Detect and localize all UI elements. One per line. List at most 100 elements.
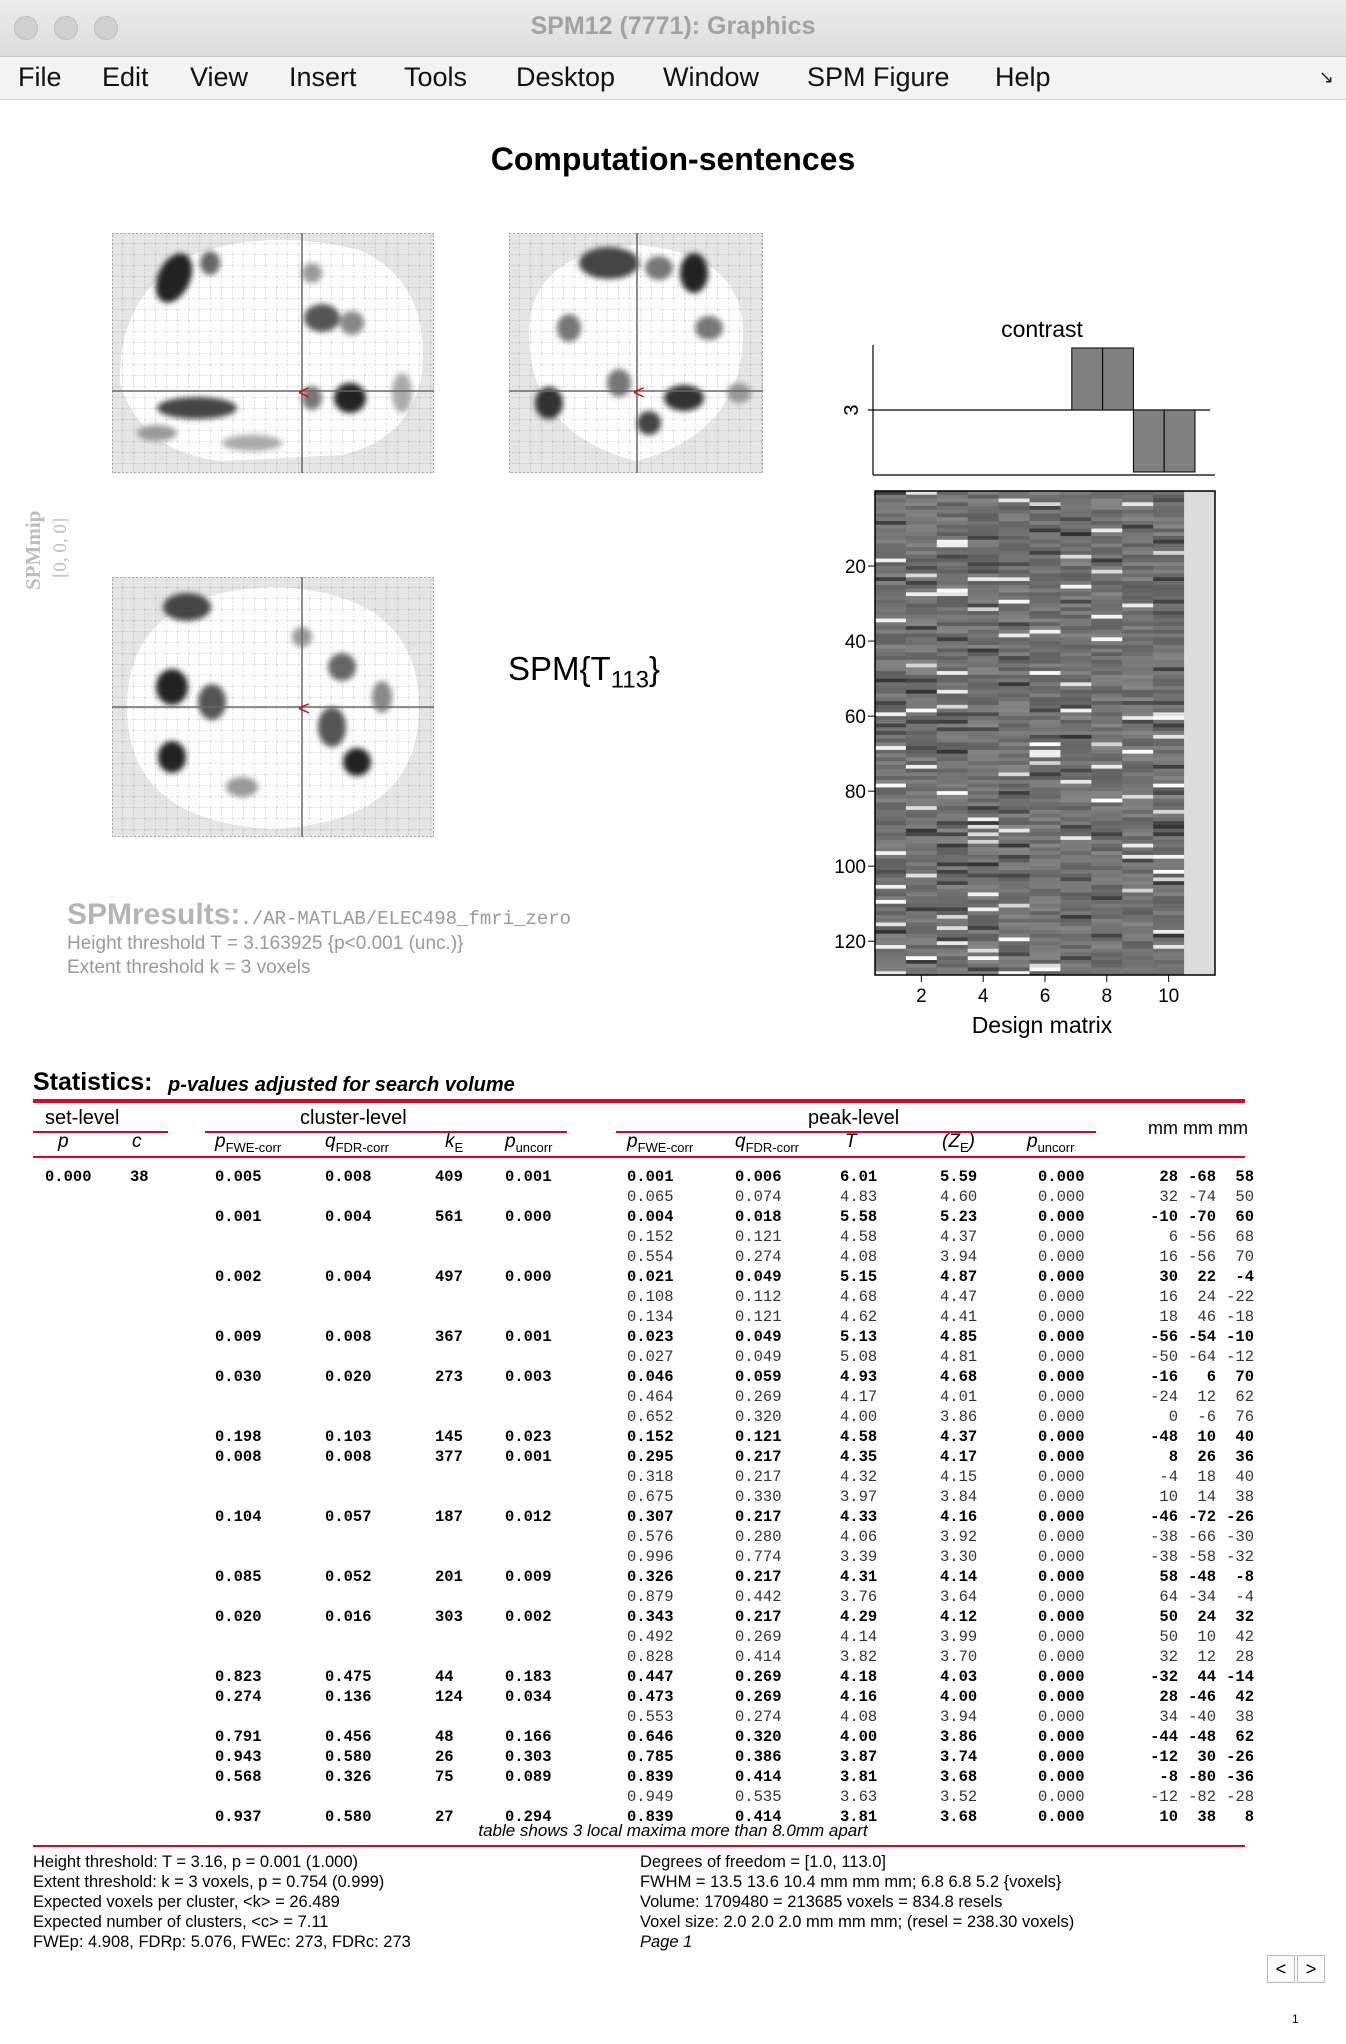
table-cell: -48	[1188, 1728, 1216, 1746]
table-cell: 0.008	[215, 1448, 262, 1466]
table-row[interactable]: 0.576 0.280 4.06 3.92 0.000 -38 -66 -30	[0, 1528, 1346, 1548]
table-cell: 0.269	[735, 1688, 782, 1706]
table-cell: 0.046	[627, 1368, 674, 1386]
table-row[interactable]: 0.000 38 0.005 0.008 409 0.001 0.001 0.006 6.01 5…	[0, 1168, 1346, 1188]
table-cell: 3.39	[840, 1548, 878, 1566]
results-path: ./AR-MATLAB/ELEC498_fmri_zero	[240, 908, 572, 930]
prev-page-button[interactable]: <	[1267, 1955, 1295, 1983]
table-cell: 0.000	[1038, 1628, 1085, 1646]
table-cell: 0.000	[1038, 1168, 1085, 1186]
table-cell: 303	[435, 1608, 463, 1626]
contrast-chart[interactable]: contrast 3	[830, 310, 1230, 480]
table-row[interactable]: 0.002 0.004 497 0.000 0.021 0.049 5.15 4.87 0.00…	[0, 1268, 1346, 1288]
table-cell: 124	[435, 1688, 463, 1706]
table-row[interactable]: 0.108 0.112 4.68 4.47 0.000 16 24 -22	[0, 1288, 1346, 1308]
table-row[interactable]: 0.001 0.004 561 0.000 0.004 0.018 5.58 5.23 0.00…	[0, 1208, 1346, 1228]
header-cl-fwe: pFWE-corr	[215, 1131, 282, 1155]
menu-help[interactable]: Help	[995, 62, 1051, 92]
table-row[interactable]: 0.198 0.103 145 0.023 0.152 0.121 4.58 4.37 0.00…	[0, 1428, 1346, 1448]
table-row[interactable]: 0.134 0.121 4.62 4.41 0.000 18 46 -18	[0, 1308, 1346, 1328]
dock-arrow-icon[interactable]: ↘	[1318, 67, 1334, 87]
table-row[interactable]: 0.492 0.269 4.14 3.99 0.000 50 10 42	[0, 1628, 1346, 1648]
table-cell: 0.280	[735, 1528, 782, 1546]
table-cell: 4.60	[940, 1188, 978, 1206]
menu-tools[interactable]: Tools	[404, 62, 468, 92]
table-cell: 0.000	[1038, 1708, 1085, 1726]
table-row[interactable]: 0.943 0.580 26 0.303 0.785 0.386 3.87 3.74 0.000…	[0, 1748, 1346, 1768]
table-cell: 0.000	[1038, 1608, 1085, 1626]
design-x-tick: 4	[978, 986, 989, 1007]
table-cell: 0.121	[735, 1228, 782, 1246]
table-cell: 0.000	[1038, 1308, 1085, 1326]
close-window-button[interactable]	[14, 16, 38, 40]
table-cell: 0.008	[325, 1168, 372, 1186]
table-cell: 0.269	[735, 1628, 782, 1646]
next-page-button[interactable]: >	[1297, 1955, 1325, 1983]
table-cell: 0.274	[215, 1688, 262, 1706]
table-row[interactable]: 0.008 0.008 377 0.001 0.295 0.217 4.35 4.17 0.00…	[0, 1448, 1346, 1468]
table-row[interactable]: 0.652 0.320 4.00 3.86 0.000 0 -6 76	[0, 1408, 1346, 1428]
glass-brain-axial[interactable]: <	[112, 577, 434, 837]
menu-insert[interactable]: Insert	[289, 62, 357, 92]
table-cell: 3.30	[940, 1548, 978, 1566]
table-row[interactable]: 0.027 0.049 5.08 4.81 0.000 -50 -64 -12	[0, 1348, 1346, 1368]
header-cl-unc: puncorr	[505, 1131, 553, 1155]
table-row[interactable]: 0.152 0.121 4.58 4.37 0.000 6 -56 68	[0, 1228, 1346, 1248]
menu-window[interactable]: Window	[663, 62, 760, 92]
design-matrix[interactable]: 20 40 60 80 100 120 2 4 6 8 10 Design matrix	[820, 485, 1240, 1045]
table-row[interactable]: 0.274 0.136 124 0.034 0.473 0.269 4.16 4.00 0.00…	[0, 1688, 1346, 1708]
table-cell: 4.37	[940, 1428, 978, 1446]
table-row[interactable]: 0.937 0.580 27 0.294 0.839 0.414 3.81 3.68 0.000…	[0, 1808, 1346, 1828]
table-cell: 42	[1235, 1628, 1254, 1646]
table-cell: 0.183	[505, 1668, 552, 1686]
table-row[interactable]: 0.996 0.774 3.39 3.30 0.000 -38 -58 -32	[0, 1548, 1346, 1568]
table-row[interactable]: 0.085 0.052 201 0.009 0.326 0.217 4.31 4.14 0.00…	[0, 1568, 1346, 1588]
table-cell: 0.414	[735, 1768, 782, 1786]
table-cell: 50	[1159, 1608, 1178, 1626]
table-cell: 5.59	[940, 1168, 978, 1186]
menu-desktop[interactable]: Desktop	[516, 62, 616, 92]
table-row[interactable]: 0.030 0.020 273 0.003 0.046 0.059 4.93 4.68 0.00…	[0, 1368, 1346, 1388]
table-cell: 10	[1197, 1628, 1216, 1646]
table-row[interactable]: 0.949 0.535 3.63 3.52 0.000 -12 -82 -28	[0, 1788, 1346, 1808]
table-row[interactable]: 0.823 0.475 44 0.183 0.447 0.269 4.18 4.03 0.000…	[0, 1668, 1346, 1688]
table-row[interactable]: 0.675 0.330 3.97 3.84 0.000 10 14 38	[0, 1488, 1346, 1508]
table-cell: 34	[1159, 1708, 1178, 1726]
table-row[interactable]: 0.879 0.442 3.76 3.64 0.000 64 -34 -4	[0, 1588, 1346, 1608]
menu-view[interactable]: View	[190, 62, 249, 92]
table-cell: 0.828	[627, 1648, 674, 1666]
table-row[interactable]: 0.568 0.326 75 0.089 0.839 0.414 3.81 3.68 0.000…	[0, 1768, 1346, 1788]
table-row[interactable]: 0.020 0.016 303 0.002 0.343 0.217 4.29 4.12 0.00…	[0, 1608, 1346, 1628]
contrast-bar	[1071, 347, 1104, 411]
table-cell: 0.000	[1038, 1728, 1085, 1746]
table-row[interactable]: 0.104 0.057 187 0.012 0.307 0.217 4.33 4.16 0.00…	[0, 1508, 1346, 1528]
table-cell: 58	[1159, 1568, 1178, 1586]
table-row[interactable]: 0.553 0.274 4.08 3.94 0.000 34 -40 38	[0, 1708, 1346, 1728]
table-row[interactable]: 0.464 0.269 4.17 4.01 0.000 -24 12 62	[0, 1388, 1346, 1408]
footer-left-line: Expected voxels per cluster, <k> = 26.48…	[33, 1893, 340, 1911]
table-cell: 3.64	[940, 1588, 978, 1606]
menu-spm-figure[interactable]: SPM Figure	[807, 62, 950, 92]
glass-brain-coronal[interactable]: <	[509, 233, 763, 473]
table-cell: 22	[1197, 1268, 1216, 1286]
menu-edit[interactable]: Edit	[102, 62, 149, 92]
table-row[interactable]: 0.318 0.217 4.32 4.15 0.000 -4 18 40	[0, 1468, 1346, 1488]
footer-left-line: Expected number of clusters, <c> = 7.11	[33, 1913, 329, 1931]
table-cell: 46	[1197, 1308, 1216, 1326]
table-cell: 0.004	[325, 1208, 372, 1226]
zoom-window-button[interactable]	[94, 16, 118, 40]
table-row[interactable]: 0.065 0.074 4.83 4.60 0.000 32 -74 50	[0, 1188, 1346, 1208]
title-bar: SPM12 (7771): Graphics	[0, 0, 1346, 57]
table-cell: 3.87	[840, 1748, 878, 1766]
menu-file[interactable]: File	[18, 62, 62, 92]
table-cell: -18	[1226, 1308, 1254, 1326]
table-row[interactable]: 0.791 0.456 48 0.166 0.646 0.320 4.00 3.86 0.000…	[0, 1728, 1346, 1748]
table-row[interactable]: 0.828 0.414 3.82 3.70 0.000 32 12 28	[0, 1648, 1346, 1668]
glass-brain-sagittal[interactable]: <	[112, 233, 434, 473]
table-cell: 0.000	[1038, 1768, 1085, 1786]
table-cell: 0.269	[735, 1388, 782, 1406]
header-pk-z: (ZE)	[942, 1131, 975, 1155]
table-row[interactable]: 0.554 0.274 4.08 3.94 0.000 16 -56 70	[0, 1248, 1346, 1268]
table-row[interactable]: 0.009 0.008 367 0.001 0.023 0.049 5.13 4.85 0.00…	[0, 1328, 1346, 1348]
minimize-window-button[interactable]	[54, 16, 78, 40]
